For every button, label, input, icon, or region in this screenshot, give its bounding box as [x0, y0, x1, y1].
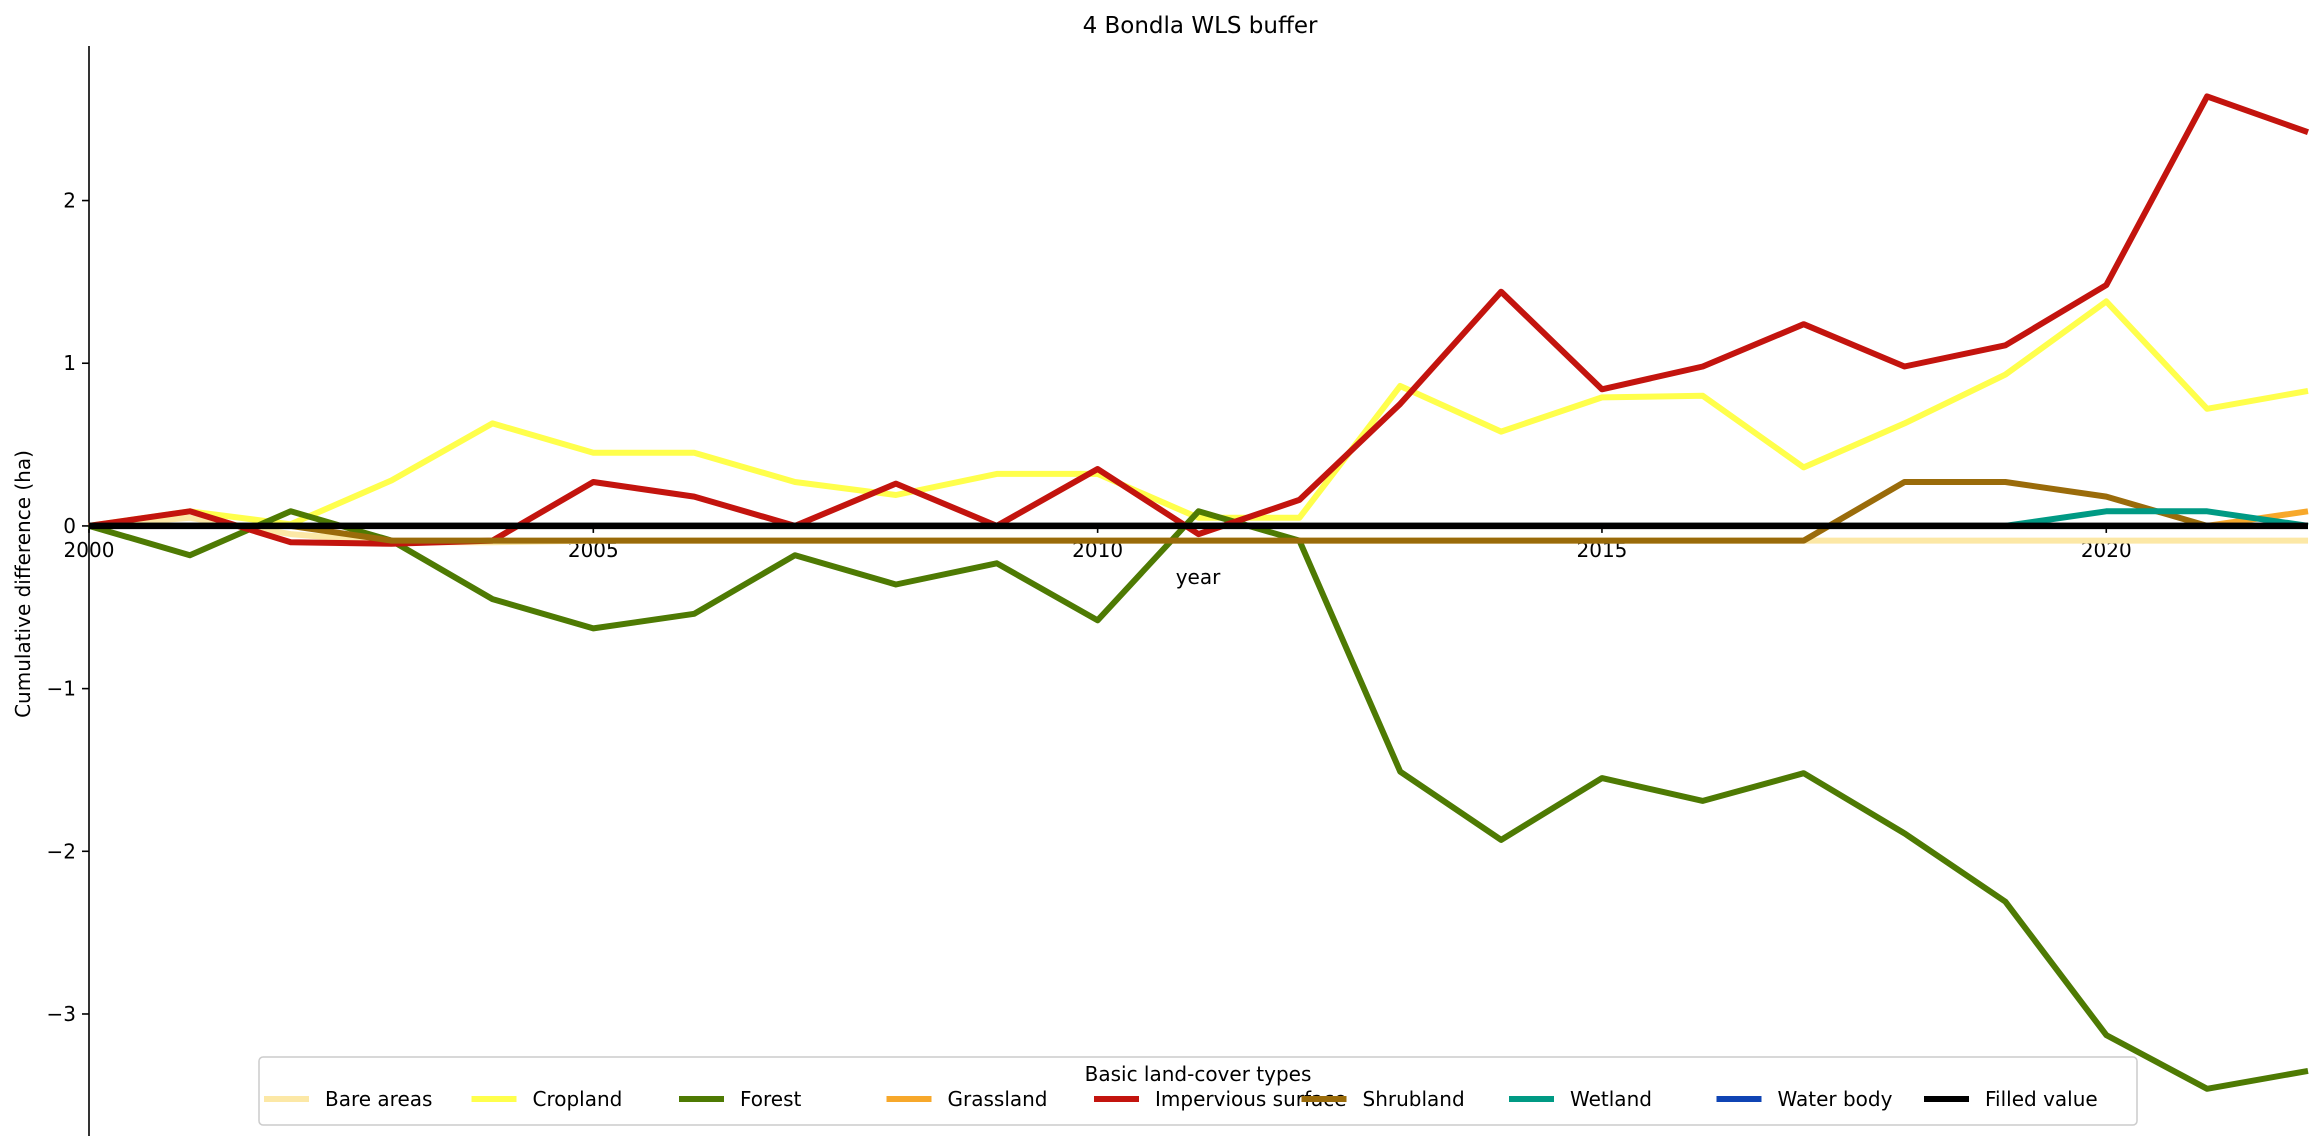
legend-label-forest: Forest	[740, 1087, 802, 1111]
legend: Basic land-cover types Bare areas Croplan…	[258, 1056, 2138, 1126]
legend-label-cropland: Cropland	[533, 1087, 623, 1111]
y-axis-label: Cumulative difference (ha)	[11, 450, 35, 718]
y-tick-label: −1	[47, 677, 76, 701]
x-axis-label: year	[1176, 565, 1221, 589]
x-tick-label: 2000	[64, 538, 115, 562]
legend-items: Bare areas Cropland Forest Grassland Impervi…	[264, 1087, 2098, 1111]
y-tick-label: −3	[47, 1002, 76, 1026]
legend-label-shrubland: Shrubland	[1363, 1087, 1465, 1111]
y-tick-label: 2	[63, 189, 76, 213]
legend-label-water-body: Water body	[1778, 1087, 1893, 1111]
y-tick-label: 0	[63, 514, 76, 538]
y-tick-label: −2	[47, 839, 76, 863]
series-line-shrubland	[89, 479, 2308, 544]
legend-label-wetland: Wetland	[1570, 1087, 1652, 1111]
legend-label-bare-areas: Bare areas	[325, 1087, 432, 1111]
legend-title: Basic land-cover types	[1085, 1062, 1312, 1086]
series-line-impervious-surface	[88, 93, 2310, 547]
chart-title: 4 Bondla WLS buffer	[1083, 13, 1318, 39]
legend-label-filled-value: Filled value	[1985, 1087, 2098, 1111]
series-line-cropland	[88, 298, 2309, 529]
legend-frame	[258, 1056, 2138, 1126]
series-line-forest	[88, 508, 2309, 1092]
legend-label-grassland: Grassland	[948, 1087, 1048, 1111]
y-axis-ticks: −3 −2 −1 0 1 2	[47, 189, 89, 1026]
series-lines	[88, 93, 2310, 1092]
y-tick-label: 1	[63, 351, 76, 375]
